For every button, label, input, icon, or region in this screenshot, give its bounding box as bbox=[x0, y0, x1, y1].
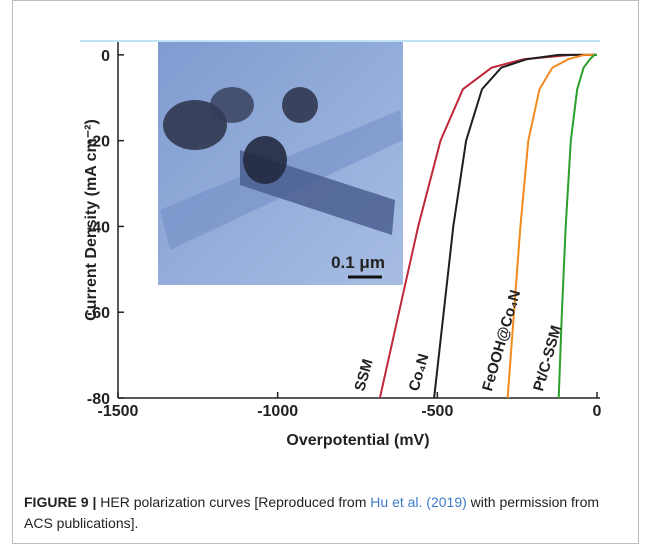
legend-label: Co₄N bbox=[406, 352, 433, 393]
x-tick-label: -1000 bbox=[257, 403, 298, 420]
y-tick-label: -20 bbox=[87, 134, 110, 151]
y-tick-label: 0 bbox=[101, 48, 110, 65]
caption-text: HER polarization curves [Reproduced from bbox=[100, 494, 371, 510]
x-axis-label: Overpotential (mV) bbox=[286, 432, 429, 449]
scale-label: 0.1 μm bbox=[331, 253, 385, 272]
chart: 0.1 μm Overpotential (mV) Current Densit… bbox=[80, 40, 602, 449]
curve bbox=[557, 53, 597, 399]
y-tick-label: -40 bbox=[87, 219, 110, 236]
curve bbox=[433, 53, 597, 399]
x-tick-label: 0 bbox=[593, 403, 602, 420]
inset-image bbox=[158, 42, 403, 285]
legend-label: FeOOH@Co₄N bbox=[479, 288, 524, 393]
y-axis-label: Current Density (mA cm⁻²) bbox=[83, 119, 100, 321]
legend-label: SSM bbox=[351, 357, 376, 393]
curve bbox=[506, 53, 597, 399]
caption: FIGURE 9 | HER polarization curves [Repr… bbox=[24, 492, 624, 534]
y-tick-label: -80 bbox=[87, 391, 110, 408]
figure-frame bbox=[12, 0, 639, 544]
curve bbox=[378, 53, 597, 399]
caption-label: FIGURE 9 | bbox=[24, 494, 97, 510]
caption-text: with permission from ACS publications]. bbox=[24, 494, 600, 531]
citation-link[interactable]: Hu et al. (2019) bbox=[370, 494, 467, 510]
y-tick-label: -60 bbox=[87, 305, 110, 322]
x-tick-label: -500 bbox=[421, 403, 453, 420]
x-tick-label: -1500 bbox=[98, 403, 139, 420]
